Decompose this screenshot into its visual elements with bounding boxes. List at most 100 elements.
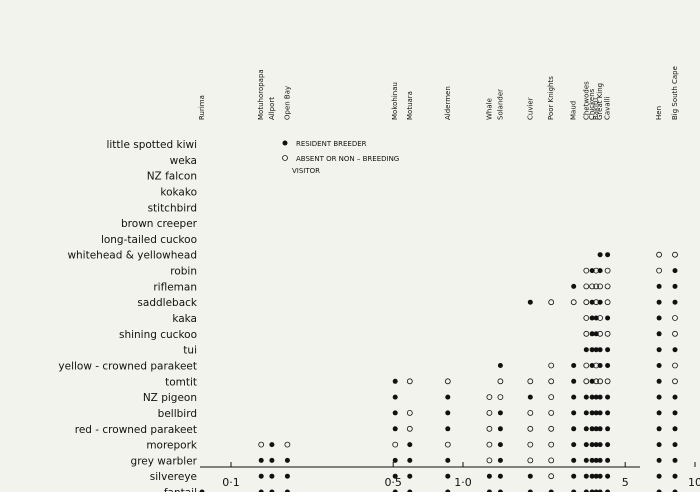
- point-resident: [445, 410, 451, 416]
- x-axis: 0·10·51·051050100250: [200, 462, 700, 489]
- point-resident: [672, 457, 678, 463]
- island-label: Aldermen: [444, 86, 452, 120]
- legend-resident-marker: [282, 140, 288, 146]
- point-resident: [589, 363, 595, 368]
- point-resident: [605, 489, 611, 492]
- point-resident: [593, 473, 599, 479]
- island-label: Open Bay: [283, 86, 291, 120]
- point-resident: [392, 489, 398, 492]
- point-resident: [497, 457, 503, 463]
- point-resident: [672, 410, 678, 416]
- point-absent: [486, 457, 493, 464]
- point-resident: [284, 457, 290, 463]
- point-resident: [589, 394, 595, 400]
- point-absent: [486, 441, 493, 448]
- species-label: yellow - crowned parakeet: [58, 361, 197, 373]
- point-resident: [269, 473, 275, 479]
- point-resident: [593, 410, 599, 416]
- point-absent: [258, 441, 265, 448]
- point-absent: [548, 425, 555, 432]
- point-resident: [597, 347, 603, 353]
- island-labels: Rurima Motuhoropapa Allport Open Bay Mokohin…: [198, 66, 679, 120]
- species-label: rifleman: [153, 281, 197, 293]
- point-resident: [656, 442, 662, 448]
- point-absent: [497, 378, 504, 385]
- point-absent: [548, 362, 555, 369]
- point-absent: [589, 283, 595, 290]
- point-resident: [571, 489, 577, 492]
- point-resident: [269, 489, 275, 492]
- point-resident: [656, 426, 662, 432]
- point-resident: [656, 457, 662, 463]
- point-resident: [597, 489, 603, 492]
- point-resident: [497, 489, 503, 492]
- point-resident: [583, 473, 589, 479]
- island-label: Whale: [485, 98, 493, 120]
- point-absent: [583, 378, 590, 385]
- point-resident: [269, 442, 275, 448]
- point-resident: [605, 252, 611, 258]
- point-absent: [548, 457, 555, 464]
- point-absent: [548, 378, 555, 385]
- point-resident: [589, 315, 595, 321]
- point-resident: [486, 489, 492, 492]
- point-resident: [392, 457, 398, 463]
- point-resident: [672, 394, 678, 400]
- point-resident: [672, 347, 678, 353]
- point-absent: [548, 473, 555, 480]
- point-resident: [589, 473, 595, 479]
- point-resident: [656, 473, 662, 479]
- point-resident: [583, 442, 589, 448]
- point-absent: [548, 299, 555, 306]
- point-resident: [605, 426, 611, 432]
- legend-absent-marker: [282, 155, 288, 161]
- point-resident: [597, 410, 603, 416]
- point-resident: [589, 378, 595, 384]
- x-tick-label: 1·0: [454, 476, 472, 489]
- island-label: Cuvier: [526, 97, 534, 120]
- island-label: Chickens: [588, 88, 596, 120]
- point-absent: [604, 299, 611, 306]
- point-resident: [597, 252, 603, 258]
- point-absent: [406, 425, 413, 432]
- point-resident: [589, 442, 595, 448]
- point-resident: [571, 283, 577, 289]
- point-resident: [392, 394, 398, 400]
- point-resident: [597, 457, 603, 463]
- point-absent: [597, 315, 603, 321]
- point-resident: [269, 457, 275, 463]
- point-resident: [597, 363, 603, 368]
- point-resident: [593, 315, 599, 321]
- point-absent: [548, 409, 555, 416]
- point-resident: [656, 410, 662, 416]
- species-label: silvereye: [150, 471, 197, 483]
- island-label: Solander: [496, 89, 504, 120]
- point-resident: [597, 442, 603, 448]
- point-absent: [392, 441, 399, 448]
- island-label: Rurima: [198, 95, 206, 120]
- point-resident: [527, 473, 533, 479]
- point-resident: [593, 442, 599, 448]
- point-absent: [672, 251, 678, 258]
- point-resident: [656, 363, 662, 368]
- legend: RESIDENT BREEDER ABSENT OR NON – BREEDING…: [282, 140, 399, 175]
- point-resident: [605, 315, 611, 321]
- point-resident: [589, 331, 595, 337]
- point-resident: [589, 489, 595, 492]
- island-label: Mokohinau: [391, 82, 399, 120]
- species-label: long-tailed cuckoo: [101, 234, 197, 246]
- species-label: NZ falcon: [147, 171, 197, 183]
- point-resident: [583, 426, 589, 432]
- point-absent: [486, 425, 493, 432]
- island-label: Poor Knights: [547, 76, 555, 120]
- point-resident: [497, 426, 503, 432]
- point-resident: [589, 426, 595, 432]
- point-resident: [571, 394, 577, 400]
- point-resident: [605, 473, 611, 479]
- point-absent: [656, 251, 662, 258]
- point-resident: [583, 457, 589, 463]
- species-label: grey warbler: [131, 455, 198, 467]
- point-absent: [583, 299, 590, 306]
- x-tick-label: 0·1: [222, 476, 240, 489]
- point-absent: [548, 441, 555, 448]
